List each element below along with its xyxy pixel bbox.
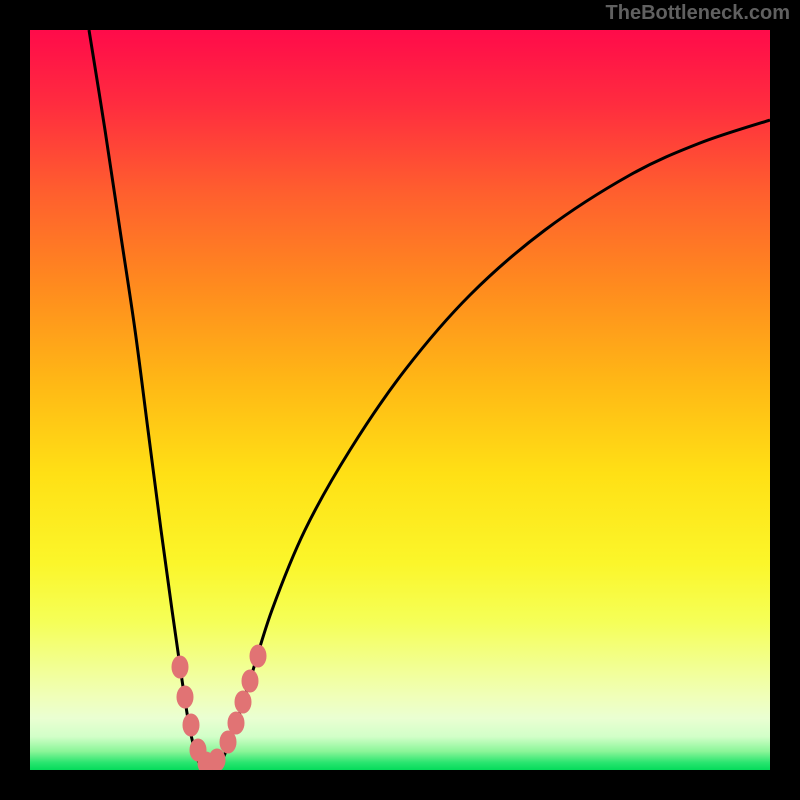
data-marker [209, 749, 225, 770]
data-marker [220, 731, 236, 753]
data-marker [183, 714, 199, 736]
plot-area [30, 30, 770, 770]
data-marker [250, 645, 266, 667]
data-marker [242, 670, 258, 692]
watermark-text: TheBottleneck.com [606, 2, 790, 25]
data-marker [172, 656, 188, 678]
data-marker [228, 712, 244, 734]
data-marker [235, 691, 251, 713]
curve-layer [30, 30, 770, 770]
curve-right-branch [206, 120, 770, 770]
data-marker [177, 686, 193, 708]
curve-left-branch [89, 30, 206, 770]
chart-container: TheBottleneck.com [0, 0, 800, 800]
